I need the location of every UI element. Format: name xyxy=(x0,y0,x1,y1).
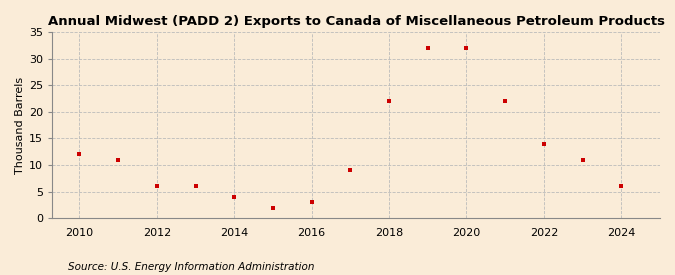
Point xyxy=(113,158,124,162)
Point xyxy=(229,195,240,199)
Point xyxy=(306,200,317,205)
Y-axis label: Thousand Barrels: Thousand Barrels xyxy=(15,76,25,174)
Point xyxy=(74,152,85,156)
Title: Annual Midwest (PADD 2) Exports to Canada of Miscellaneous Petroleum Products: Annual Midwest (PADD 2) Exports to Canad… xyxy=(48,15,665,28)
Point xyxy=(577,158,588,162)
Text: Source: U.S. Energy Information Administration: Source: U.S. Energy Information Administ… xyxy=(68,262,314,272)
Point xyxy=(616,184,626,189)
Point xyxy=(461,46,472,50)
Point xyxy=(500,99,510,103)
Point xyxy=(151,184,162,189)
Point xyxy=(190,184,201,189)
Point xyxy=(345,168,356,173)
Point xyxy=(383,99,394,103)
Point xyxy=(539,142,549,146)
Point xyxy=(423,46,433,50)
Point xyxy=(267,205,278,210)
